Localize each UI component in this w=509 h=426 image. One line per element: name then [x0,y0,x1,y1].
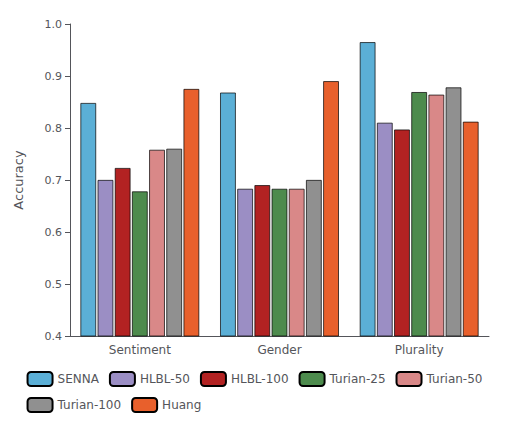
svg-text:Turian-50: Turian-50 [426,372,483,386]
svg-text:0.6: 0.6 [45,226,63,239]
svg-text:Sentiment: Sentiment [109,343,171,357]
svg-text:1.0: 1.0 [45,18,63,31]
svg-text:0.4: 0.4 [45,330,63,343]
svg-text:Turian-100: Turian-100 [57,398,122,412]
svg-text:0.7: 0.7 [45,174,63,187]
svg-text:HLBL-100: HLBL-100 [231,372,289,386]
svg-text:0.8: 0.8 [45,122,63,135]
svg-text:0.5: 0.5 [45,278,63,291]
svg-text:HLBL-50: HLBL-50 [140,372,190,386]
svg-text:SENNA: SENNA [58,372,100,386]
svg-text:Huang: Huang [162,398,201,412]
svg-text:Accuracy: Accuracy [11,150,26,210]
svg-text:Plurality: Plurality [395,343,444,357]
svg-text:Turian-25: Turian-25 [329,372,386,386]
svg-text:0.9: 0.9 [45,70,63,83]
svg-text:Gender: Gender [257,343,301,357]
